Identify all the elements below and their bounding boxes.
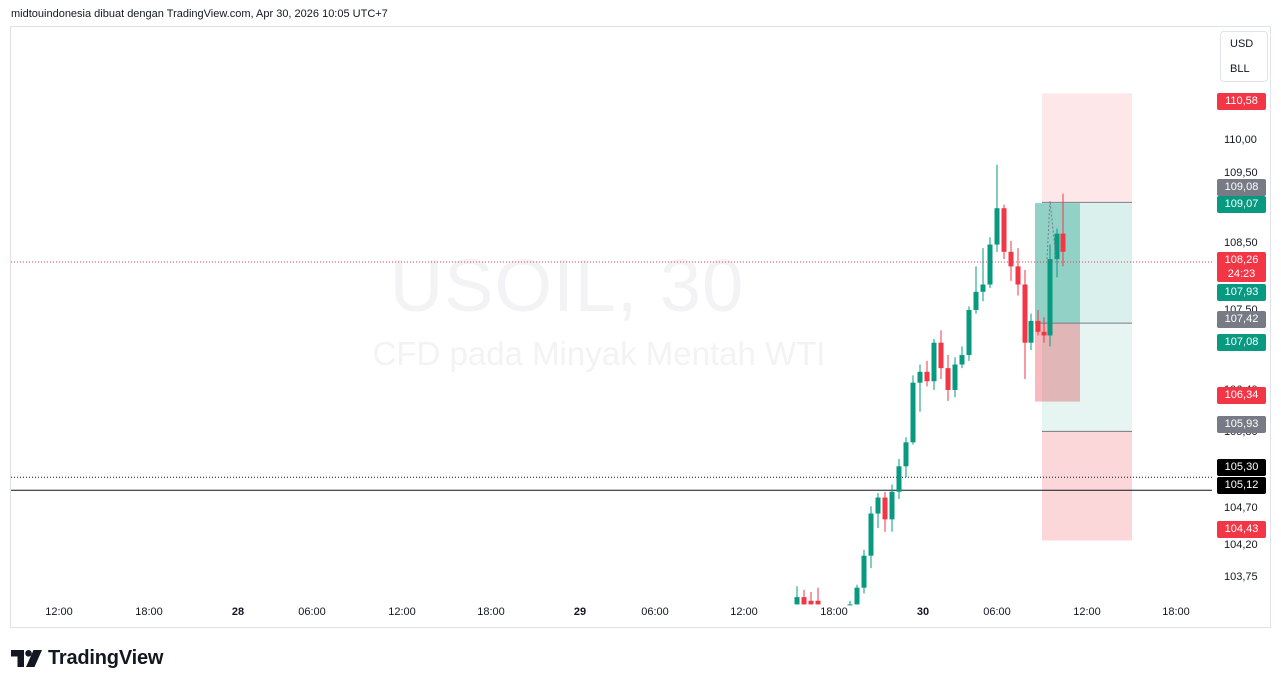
candle-body (924, 371, 930, 382)
candle-body (1047, 259, 1053, 336)
candle-body (966, 309, 972, 356)
entry-upper-badge: 109,08 (1217, 179, 1266, 196)
entry-low-badge: 105,93 (1217, 416, 1266, 433)
candle-body (882, 497, 888, 520)
candle-body (801, 597, 807, 605)
time-axis-label: 18:00 (135, 606, 163, 618)
candle-body (987, 244, 993, 285)
currency-menu[interactable]: USD BLL (1220, 31, 1268, 82)
candle-body (1060, 233, 1066, 252)
candle-body (959, 355, 965, 365)
candle-body (910, 382, 916, 443)
stop-mid-badge: 106,34 (1217, 387, 1266, 404)
chart-header-text: midtouindonesia dibuat dengan TradingVie… (11, 8, 388, 20)
candle-body (945, 368, 951, 390)
lower-loss-zone (1042, 431, 1132, 541)
candle-body (868, 513, 874, 556)
candle-body (1028, 320, 1034, 343)
candle-body (1022, 284, 1028, 343)
candle-body (861, 555, 867, 588)
target-lower-badge: 107,08 (1217, 334, 1266, 351)
price-axis-label: 110,00 (1224, 134, 1257, 146)
time-axis-label: 06:00 (983, 606, 1011, 618)
long-loss-zone-filled (1035, 323, 1080, 402)
price-axis-label: 104,70 (1224, 502, 1258, 514)
candle-body (1054, 233, 1060, 260)
tradingview-logo[interactable]: TradingView (11, 646, 163, 670)
last-price-value: 108,26 (1224, 254, 1259, 266)
candle-body (917, 371, 923, 383)
countdown-value: 24:23 (1227, 268, 1256, 280)
level-solid-badge: 105,12 (1217, 477, 1266, 494)
time-axis-label: 12:00 (45, 606, 73, 618)
candle-body (896, 466, 902, 492)
unit-label[interactable]: BLL (1230, 63, 1250, 75)
entry-lower-badge: 107,42 (1217, 311, 1266, 328)
target-mid-badge: 107,93 (1217, 284, 1266, 301)
time-axis-label: 18:00 (477, 606, 505, 618)
candle-body (1001, 208, 1007, 252)
price-axis-label: 108,50 (1224, 237, 1258, 249)
candle-body (938, 342, 944, 369)
candle-body (1041, 331, 1047, 336)
short-profit-zone (1042, 323, 1132, 432)
candle-body (1035, 320, 1041, 332)
time-axis-label: 29 (573, 606, 587, 618)
candle-body (1008, 251, 1014, 267)
chart-frame[interactable] (10, 26, 1271, 628)
tradingview-logo-icon (11, 649, 42, 667)
tradingview-logo-text: TradingView (48, 646, 164, 669)
candle-body (903, 442, 909, 467)
candle-body (875, 497, 881, 514)
price-axis-label: 104,20 (1224, 539, 1258, 551)
last-price-badge: 108,26 24:23 (1217, 252, 1266, 282)
candle-body (1015, 266, 1021, 285)
price-axis-label: 109,50 (1224, 167, 1258, 179)
level-dotted-badge: 105,30 (1217, 459, 1266, 476)
currency-label[interactable]: USD (1230, 38, 1254, 50)
time-axis-label: 30 (916, 606, 930, 618)
time-axis-label: 28 (231, 606, 245, 618)
candle-body (952, 364, 958, 390)
time-axis-label: 18:00 (1162, 606, 1190, 618)
time-axis-label: 12:00 (388, 606, 416, 618)
candle-body (808, 600, 814, 605)
candle-body (794, 597, 800, 605)
time-axis-label: 06:00 (298, 606, 326, 618)
time-axis-label: 18:00 (820, 606, 848, 618)
projection-path (1046, 200, 1057, 260)
candle-body (847, 604, 853, 606)
candle-body (889, 491, 895, 520)
time-axis-label: 12:00 (730, 606, 758, 618)
short-loss-zone (1042, 93, 1132, 203)
candle-body (994, 208, 1000, 245)
candle-body (854, 587, 860, 605)
candle-body (973, 291, 979, 310)
stop-lower-badge: 104,43 (1217, 521, 1266, 538)
price-axis-label: 103,75 (1224, 571, 1258, 583)
time-axis-label: 06:00 (641, 606, 669, 618)
target-upper-badge: 109,07 (1217, 196, 1266, 213)
time-axis-label: 12:00 (1073, 606, 1101, 618)
candle-body (980, 284, 986, 292)
candle-body (931, 342, 937, 382)
candle-body (815, 600, 821, 605)
stop-upper-badge: 110,58 (1217, 93, 1266, 110)
